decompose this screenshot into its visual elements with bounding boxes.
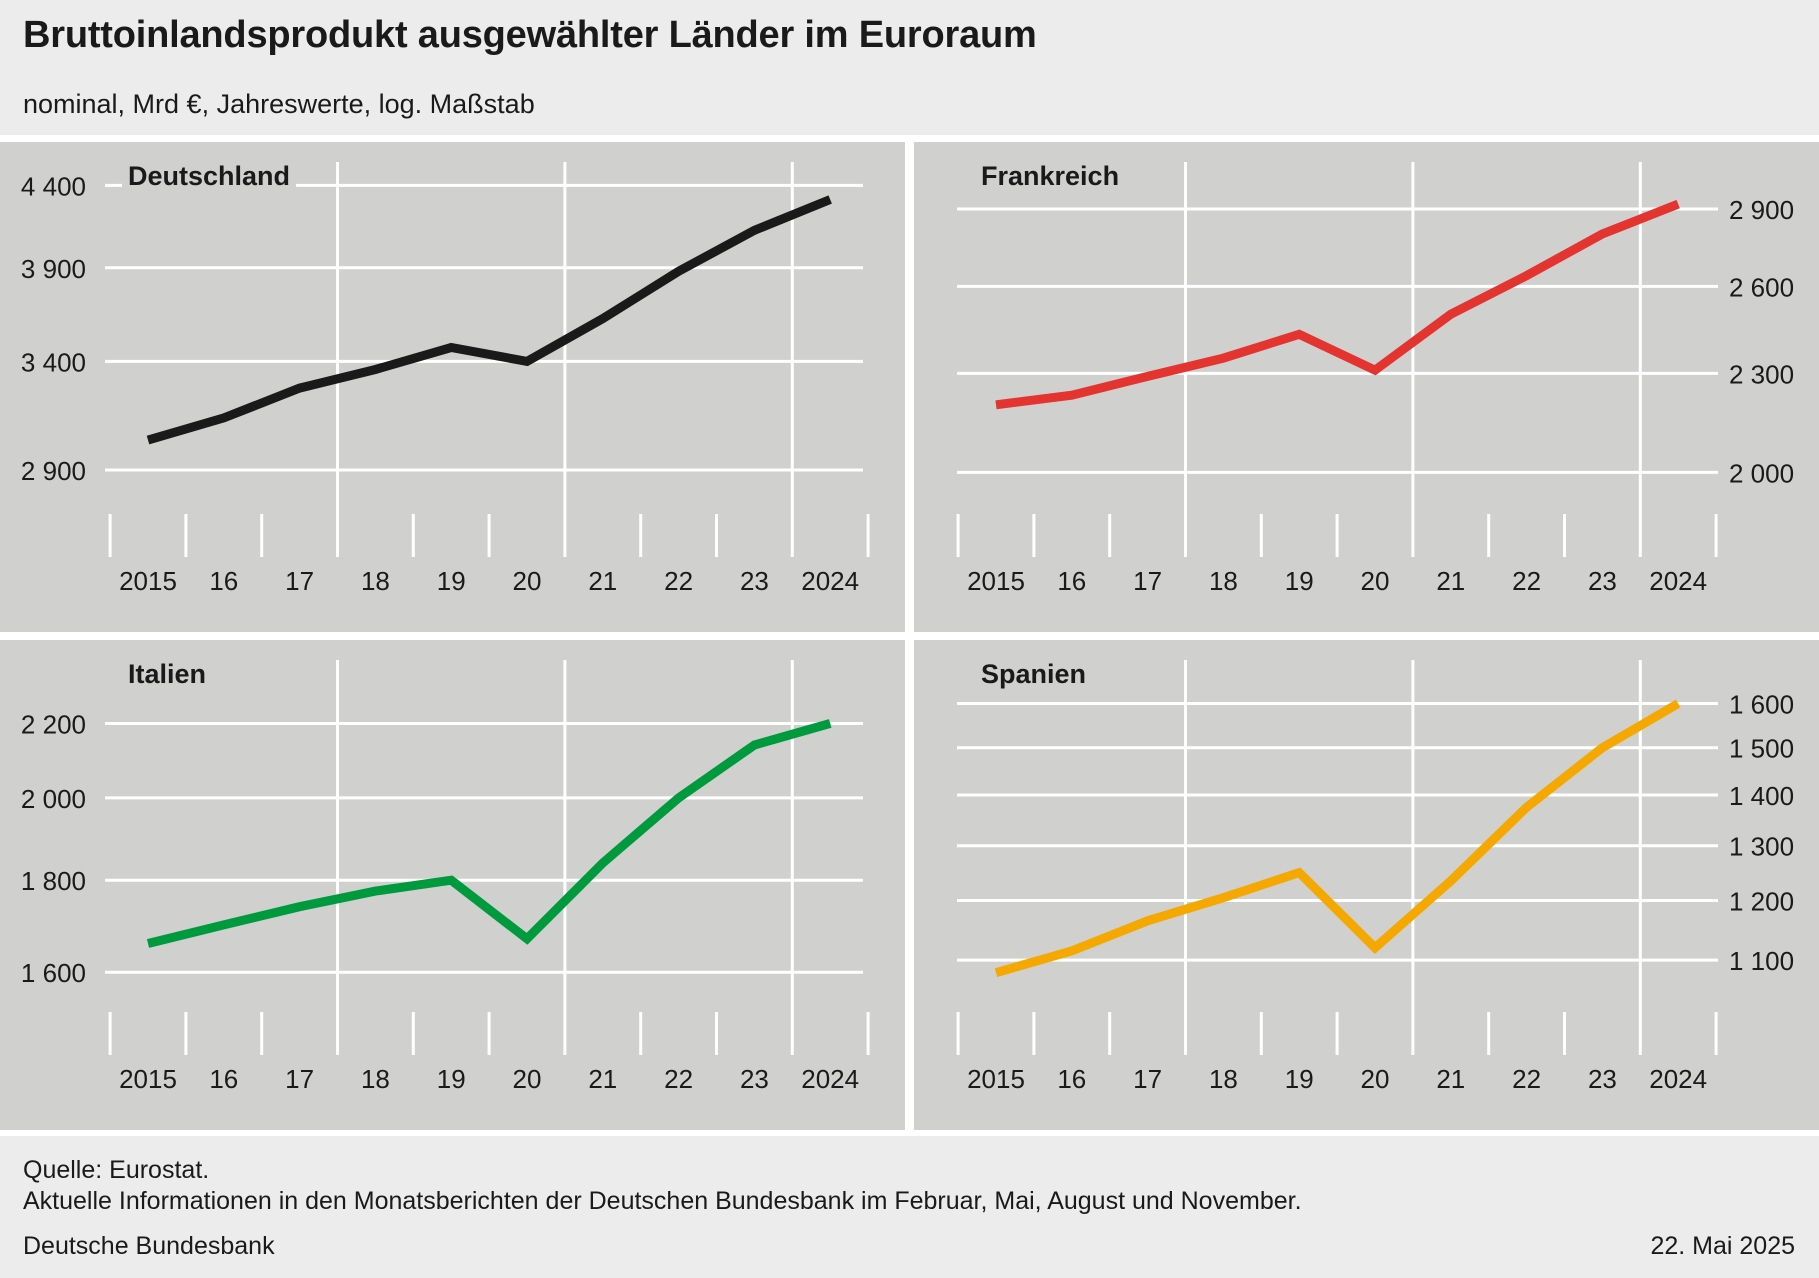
xtick-label-italien: 2015 <box>119 1064 177 1094</box>
xtick-label-italien: 2024 <box>801 1064 859 1094</box>
figure-title: Bruttoinlandsprodukt ausgewählter Länder… <box>23 14 1037 56</box>
charts-svg: 2 900 3 400 3 900 4 400 2015 16 17 18 19 20 21 22 23… <box>0 142 1819 1130</box>
xtick-label-spanien: 17 <box>1133 1064 1162 1094</box>
xtick-label-deutschland: 16 <box>209 566 238 596</box>
xtick-label-deutschland: 21 <box>588 566 617 596</box>
ytick-label-frankreich: 2 600 <box>1729 272 1794 302</box>
ytick-label-deutschland: 2 900 <box>21 456 86 486</box>
series-line-frankreich <box>995 199 1680 410</box>
ytick-label-deutschland: 3 400 <box>21 347 86 377</box>
xtick-label-deutschland: 23 <box>740 566 769 596</box>
xtick-label-spanien: 22 <box>1512 1064 1541 1094</box>
ytick-label-frankreich: 2 000 <box>1729 458 1794 488</box>
header-divider <box>0 135 1819 142</box>
xtick-label-frankreich: 17 <box>1133 566 1162 596</box>
xtick-label-spanien: 2024 <box>1649 1064 1707 1094</box>
ytick-label-deutschland: 4 400 <box>21 171 86 201</box>
xtick-label-spanien: 21 <box>1436 1064 1465 1094</box>
panel-spanien <box>914 640 1819 1130</box>
xtick-label-frankreich: 2015 <box>967 566 1025 596</box>
xtick-label-frankreich: 18 <box>1209 566 1238 596</box>
ytick-label-italien: 1 800 <box>21 866 86 896</box>
xtick-label-deutschland: 20 <box>513 566 542 596</box>
panel-deutschland <box>0 142 905 632</box>
xtick-label-frankreich: 23 <box>1588 566 1617 596</box>
xtick-label-spanien: 19 <box>1285 1064 1314 1094</box>
ytick-label-frankreich: 2 300 <box>1729 359 1794 389</box>
panel-title-bg-italien <box>122 657 213 691</box>
series-line-spanien <box>994 699 1681 978</box>
xtick-label-frankreich: 19 <box>1285 566 1314 596</box>
series-line-deutschland <box>146 195 832 445</box>
source-note: Quelle: Eurostat. <box>23 1156 210 1184</box>
xtick-label-italien: 21 <box>588 1064 617 1094</box>
panel-title-italien: Italien <box>128 659 206 689</box>
ytick-label-frankreich: 2 900 <box>1729 195 1794 225</box>
figure-subtitle: nominal, Mrd €, Jahreswerte, log. Maßsta… <box>23 89 535 119</box>
xtick-label-italien: 22 <box>664 1064 693 1094</box>
xtick-label-deutschland: 22 <box>664 566 693 596</box>
ytick-label-spanien: 1 600 <box>1729 690 1794 720</box>
ytick-label-deutschland: 3 900 <box>21 254 86 284</box>
publisher: Deutsche Bundesbank <box>23 1232 275 1260</box>
xtick-label-spanien: 16 <box>1057 1064 1086 1094</box>
ytick-label-spanien: 1 200 <box>1729 887 1794 917</box>
footer: Quelle: Eurostat. Aktuelle Informationen… <box>0 1136 1819 1278</box>
publication-date: 22. Mai 2025 <box>1650 1232 1795 1260</box>
xtick-label-frankreich: 21 <box>1436 566 1465 596</box>
xtick-label-frankreich: 22 <box>1512 566 1541 596</box>
xtick-label-italien: 19 <box>437 1064 466 1094</box>
xtick-label-frankreich: 20 <box>1361 566 1390 596</box>
xtick-label-spanien: 20 <box>1361 1064 1390 1094</box>
ytick-label-spanien: 1 100 <box>1729 946 1794 976</box>
chart-grid: 2 900 3 400 3 900 4 400 2015 16 17 18 19 20 21 22 23… <box>0 142 1819 1136</box>
panel-title-bg-deutschland <box>122 159 297 193</box>
xtick-label-deutschland: 18 <box>361 566 390 596</box>
xtick-label-italien: 16 <box>209 1064 238 1094</box>
info-note: Aktuelle Informationen in den Monatsberi… <box>23 1187 1302 1215</box>
panel-title-frankreich: Frankreich <box>981 161 1119 191</box>
panel-title-spanien: Spanien <box>981 659 1086 689</box>
panel-title-bg-spanien <box>975 657 1093 691</box>
series-line-italien <box>146 719 832 948</box>
xtick-label-deutschland: 19 <box>437 566 466 596</box>
xtick-label-frankreich: 16 <box>1057 566 1086 596</box>
xtick-label-deutschland: 17 <box>285 566 314 596</box>
xtick-label-italien: 18 <box>361 1064 390 1094</box>
xtick-label-deutschland: 2015 <box>119 566 177 596</box>
ytick-label-italien: 2 000 <box>21 784 86 814</box>
xtick-label-italien: 23 <box>740 1064 769 1094</box>
panel-title-bg-frankreich <box>975 159 1126 193</box>
ytick-label-spanien: 1 400 <box>1729 781 1794 811</box>
ytick-label-spanien: 1 300 <box>1729 832 1794 862</box>
xtick-label-deutschland: 2024 <box>801 566 859 596</box>
xtick-label-spanien: 18 <box>1209 1064 1238 1094</box>
xtick-label-italien: 20 <box>513 1064 542 1094</box>
ytick-label-spanien: 1 500 <box>1729 734 1794 764</box>
panel-title-deutschland: Deutschland <box>128 161 290 191</box>
xtick-label-italien: 17 <box>285 1064 314 1094</box>
xtick-label-spanien: 23 <box>1588 1064 1617 1094</box>
xtick-label-spanien: 2015 <box>967 1064 1025 1094</box>
xtick-label-frankreich: 2024 <box>1649 566 1707 596</box>
ytick-label-italien: 2 200 <box>21 709 86 739</box>
ytick-label-italien: 1 600 <box>21 958 86 988</box>
panel-frankreich <box>914 142 1819 632</box>
